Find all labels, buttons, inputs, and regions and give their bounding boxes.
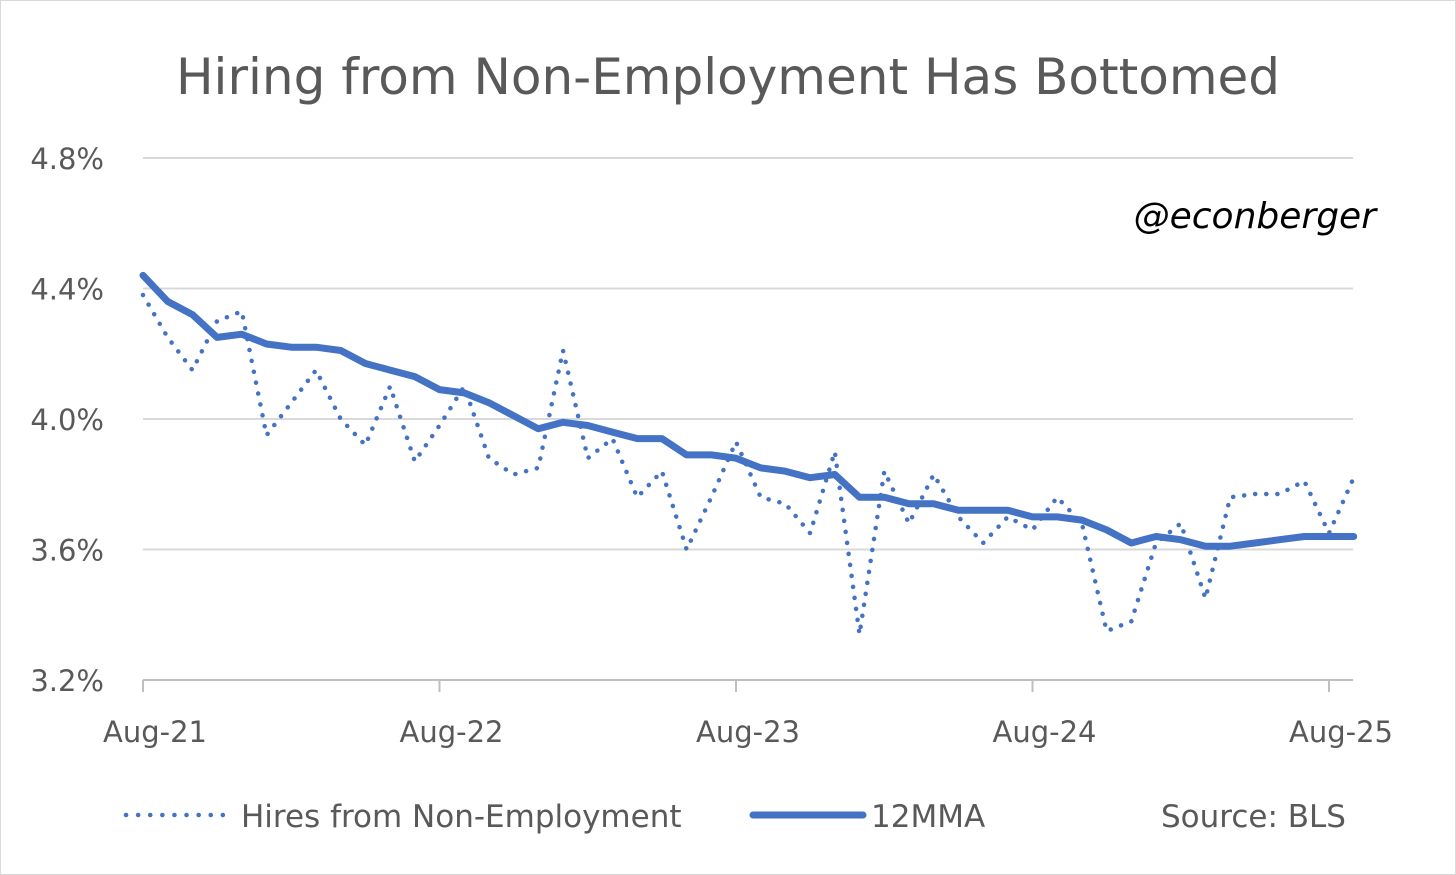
gridlines: [143, 157, 1353, 551]
author-handle: @econberger: [1134, 196, 1379, 237]
y-tick-label: 3.2%: [30, 664, 104, 698]
x-axis: Aug-21 Aug-22 Aug-23 Aug-24 Aug-25: [103, 679, 1393, 749]
y-tick-label: 4.4%: [30, 273, 104, 307]
x-tick-label: Aug-24: [993, 715, 1097, 749]
legend-label-12mma: 12MMA: [871, 799, 985, 835]
y-tick-label: 3.6%: [30, 534, 104, 568]
y-tick-label: 4.8%: [30, 142, 104, 176]
series-line-12mma: [139, 271, 1358, 550]
source-note: Source: BLS: [1161, 799, 1346, 835]
y-axis-ticks: 3.2% 3.6% 4.0% 4.4% 4.8%: [30, 142, 104, 698]
x-tick-label: Aug-22: [400, 715, 504, 749]
chart-title: Hiring from Non-Employment Has Bottomed: [176, 48, 1280, 106]
series-group: [139, 271, 1358, 637]
x-tick-label: Aug-21: [103, 715, 207, 749]
y-tick-label: 4.0%: [30, 403, 104, 437]
legend: Hires from Non-Employment 12MMA Source: …: [123, 799, 1346, 835]
x-tick-label: Aug-23: [696, 715, 800, 749]
series-line-hires: [140, 292, 1356, 637]
legend-label-hires: Hires from Non-Employment: [241, 799, 682, 835]
x-tick-label: Aug-25: [1289, 715, 1393, 749]
